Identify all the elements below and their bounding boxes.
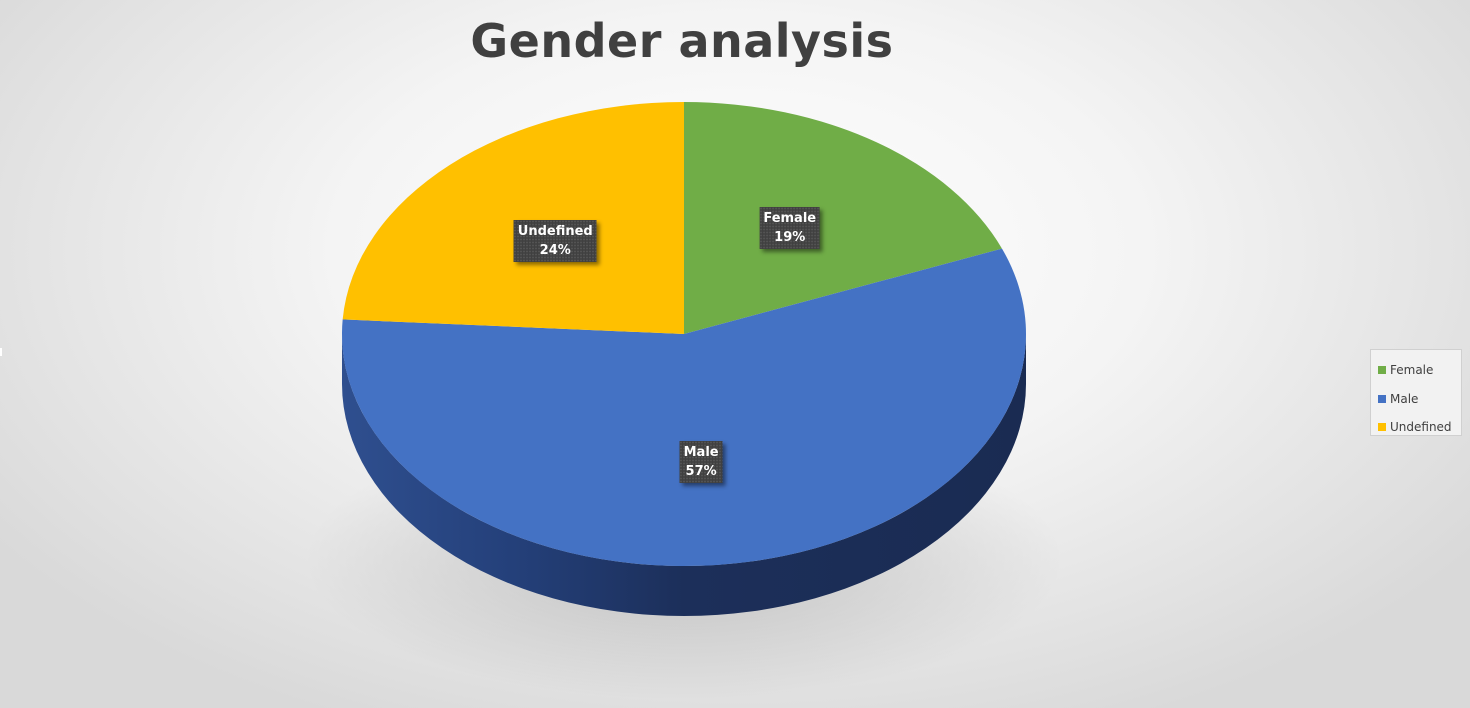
data-label-male-value: 57% [685, 464, 717, 480]
pie-slice-undefined [342, 102, 684, 334]
pie-side-male [342, 334, 1026, 616]
legend-item-female: Female [1378, 356, 1461, 385]
data-label-female: Female 19% [759, 207, 821, 250]
data-label-male: Male 57% [679, 441, 723, 484]
legend-swatch-undefined [1378, 423, 1386, 432]
data-label-undefined: Undefined 24% [513, 219, 597, 262]
data-label-male-category: Male [683, 445, 719, 461]
legend-item-male: Male [1378, 385, 1461, 414]
pie-slices [342, 102, 1026, 566]
legend-swatch-female [1378, 366, 1386, 375]
pie-depth [342, 334, 1026, 616]
chart-title: Gender analysis [470, 14, 894, 68]
data-label-female-category: Female [763, 211, 817, 227]
legend-label-female: Female [1390, 363, 1434, 378]
data-label-undefined-category: Undefined [517, 223, 593, 239]
legend: Female Male Undefined [1370, 349, 1462, 436]
legend-label-male: Male [1390, 391, 1419, 406]
pie-slice-male [342, 248, 1026, 566]
data-label-female-value: 19% [774, 230, 806, 246]
edge-marker [0, 348, 2, 356]
legend-swatch-male [1378, 394, 1386, 403]
data-label-undefined-value: 24% [539, 242, 571, 258]
legend-item-undefined: Undefined [1378, 413, 1461, 442]
pie-slice-female [684, 102, 1002, 334]
legend-label-undefined: Undefined [1390, 420, 1452, 435]
